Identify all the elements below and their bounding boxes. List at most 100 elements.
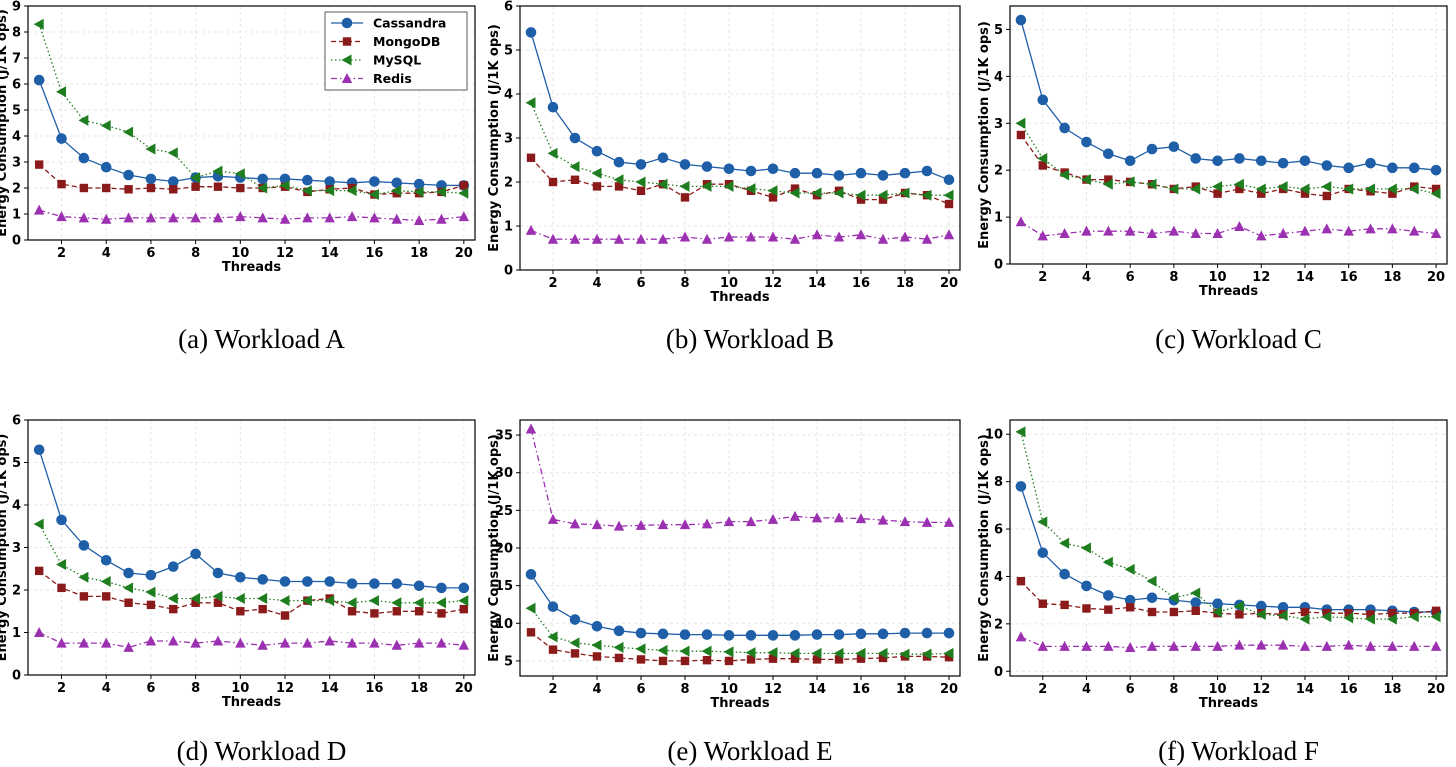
data-point: [636, 186, 646, 195]
data-point: [391, 639, 402, 650]
data-point: [123, 169, 134, 181]
data-point: [435, 186, 446, 198]
data-point: [435, 597, 446, 609]
y-tick-label: 2: [994, 617, 1003, 632]
data-point: [1168, 225, 1180, 236]
data-point: [301, 595, 312, 607]
data-point: [723, 231, 735, 242]
data-point: [1080, 174, 1091, 186]
y-tick-label: 0: [504, 264, 513, 279]
y-tick-label: 5: [994, 23, 1003, 38]
data-point: [1190, 228, 1201, 239]
data-point: [1060, 600, 1069, 610]
data-point: [1321, 640, 1333, 651]
data-point: [723, 516, 735, 527]
data-point: [680, 656, 690, 666]
data-point: [1190, 183, 1201, 195]
x-tick-label: 14: [321, 681, 339, 696]
y-tick-label: 6: [994, 523, 1003, 538]
x-tick-label: 2: [1038, 682, 1047, 697]
legend-marker: [342, 37, 352, 46]
data-point: [877, 233, 889, 244]
data-point: [789, 187, 800, 199]
data-point: [921, 165, 933, 177]
data-point: [102, 592, 111, 601]
y-tick-label: 5: [504, 44, 513, 59]
data-point: [943, 189, 954, 201]
data-point: [1344, 608, 1353, 618]
data-point: [1212, 228, 1223, 239]
data-point: [569, 518, 581, 529]
data-point: [1015, 216, 1027, 227]
data-point: [635, 233, 647, 244]
series-line: [39, 209, 464, 222]
legend-entry: MySQL: [373, 53, 421, 68]
data-point: [78, 571, 89, 583]
data-point: [547, 147, 558, 159]
x-tick-label: 6: [636, 682, 645, 697]
data-point: [547, 631, 558, 643]
x-tick-label: 10: [1209, 270, 1227, 285]
y-axis-label: Energy Consumption (J/1K ops): [977, 434, 992, 662]
data-point: [789, 647, 800, 659]
data-point: [1431, 184, 1441, 194]
data-point: [458, 582, 470, 594]
data-point: [746, 655, 756, 664]
data-point: [1146, 228, 1158, 239]
y-tick-label: 4: [994, 70, 1003, 85]
data-point: [1343, 162, 1354, 174]
data-point: [169, 604, 178, 614]
data-point: [1343, 183, 1354, 195]
data-point: [745, 516, 757, 527]
data-point: [123, 126, 134, 138]
data-point: [1257, 189, 1266, 198]
data-point: [1212, 640, 1223, 651]
data-point: [1410, 608, 1419, 618]
data-point: [679, 629, 691, 640]
data-point: [657, 152, 669, 164]
data-point: [1299, 155, 1311, 167]
data-point: [877, 647, 888, 659]
data-point: [302, 212, 313, 223]
data-point: [569, 637, 580, 649]
data-point: [723, 163, 735, 175]
data-point: [613, 233, 625, 244]
data-point: [279, 595, 290, 607]
y-tick-label: 3: [504, 132, 513, 147]
y-tick-label: 8: [994, 475, 1003, 490]
data-point: [1365, 613, 1376, 625]
data-point: [548, 645, 558, 654]
data-point: [569, 161, 580, 173]
x-tick-label: 12: [1252, 682, 1270, 697]
data-point: [100, 554, 112, 566]
series-cassandra: [525, 27, 955, 186]
data-point: [1343, 612, 1354, 624]
data-point: [592, 652, 602, 661]
legend-entry: MongoDB: [373, 34, 440, 49]
x-tick-label: 10: [720, 276, 738, 291]
data-point: [1213, 189, 1222, 198]
data-point: [1146, 575, 1157, 587]
data-point: [1300, 607, 1310, 617]
data-point: [877, 189, 888, 201]
data-point: [167, 593, 178, 604]
series-redis: [1015, 216, 1442, 241]
y-tick-label: 9: [12, 0, 21, 15]
series-line: [38, 449, 464, 589]
x-tick-label: 14: [808, 682, 826, 697]
data-point: [525, 423, 537, 434]
data-point: [767, 231, 779, 242]
series-cassandra: [1015, 481, 1442, 618]
data-point: [701, 161, 713, 172]
data-point: [1103, 225, 1114, 236]
data-point: [834, 655, 844, 664]
data-point: [1365, 157, 1376, 169]
data-point: [635, 643, 646, 655]
data-point: [1037, 94, 1049, 106]
data-point: [855, 513, 867, 524]
data-point: [78, 152, 90, 164]
data-point: [1080, 542, 1091, 554]
data-point: [234, 168, 245, 180]
data-point: [1386, 613, 1397, 625]
